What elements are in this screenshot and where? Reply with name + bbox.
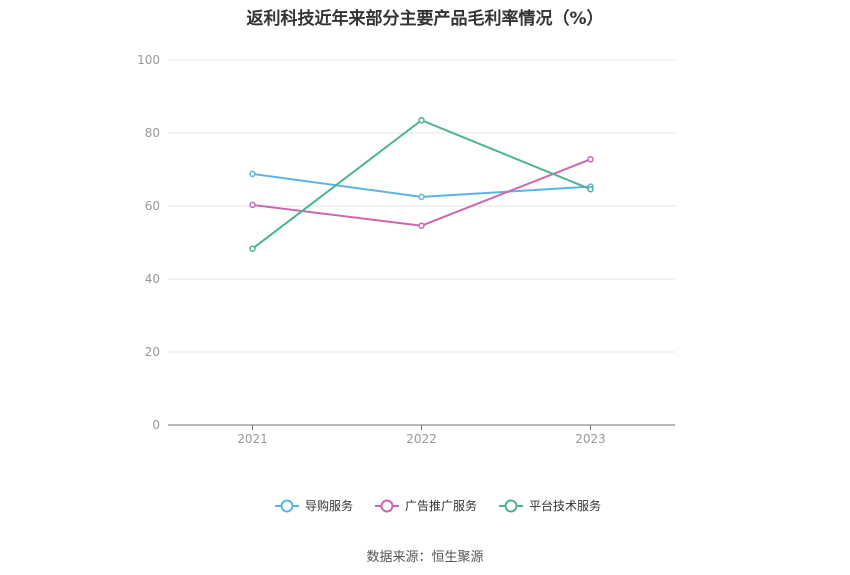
legend-item-0[interactable]: 导购服务 [275,498,353,513]
y-tick-label: 60 [145,199,160,213]
legend-label: 平台技术服务 [529,498,601,513]
source-note: 数据来源：恒生聚源 [366,550,484,565]
x-tick-label: 2023 [575,432,606,446]
legend-swatch-marker [280,499,294,513]
series-line-2 [251,119,591,250]
legend-label: 广告推广服务 [405,498,477,513]
x-tick-label: 2021 [237,432,268,446]
data-point[interactable] [418,222,425,229]
x-axis: 2021 2022 2023 [168,424,675,446]
chart-title: 返利科技近年来部分主要产品毛利率情况（%） [246,9,604,29]
legend-label: 导购服务 [305,498,353,513]
data-point[interactable] [587,185,594,193]
legend-swatch-marker [380,499,394,513]
data-point[interactable] [587,156,594,163]
y-tick-label: 80 [145,126,160,140]
data-point[interactable] [249,201,256,209]
legend[interactable]: 导购服务 广告推广服务 平台技术服务 [275,498,601,513]
legend-item-2[interactable]: 平台技术服务 [499,498,601,513]
y-tick-label: 20 [145,345,160,359]
series-lines [249,116,594,252]
legend-swatch-marker [504,499,518,513]
data-point[interactable] [249,170,256,178]
y-tick-label: 100 [137,53,160,67]
y-tick-label: 40 [145,272,160,286]
data-point[interactable] [418,193,425,201]
series-line-0 [252,172,591,198]
legend-item-1[interactable]: 广告推广服务 [375,498,477,513]
y-axis: 0 20 40 60 80 100 [137,53,160,432]
y-tick-label: 0 [152,418,160,432]
x-tick-label: 2022 [406,432,437,446]
data-point[interactable] [418,116,425,124]
grid-lines [168,59,675,353]
data-point[interactable] [249,245,256,252]
